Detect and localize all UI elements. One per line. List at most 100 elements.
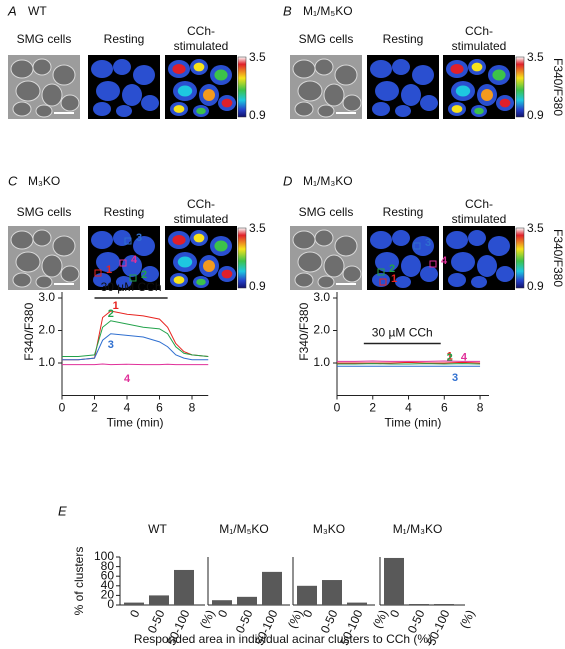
- x-tick-label: 2: [91, 401, 98, 415]
- cell-hot: [214, 240, 228, 252]
- unit-label: (%): [457, 608, 478, 631]
- cell-hot: [193, 62, 205, 72]
- cell: [10, 59, 34, 79]
- stimulus-label: 30 µM CCh: [101, 280, 162, 294]
- cell: [334, 64, 358, 86]
- trace-label: 4: [124, 373, 131, 385]
- colorbar: [515, 227, 525, 289]
- cell-hot: [172, 235, 186, 245]
- roi-label: 1: [106, 264, 112, 276]
- cell-hot: [214, 69, 228, 81]
- x-tick-label: 0: [127, 607, 143, 619]
- x-axis-label: Time (min): [385, 416, 442, 430]
- cell: [412, 236, 434, 256]
- image-caption: Resting: [383, 205, 424, 219]
- x-axis-label: Responded area in individual acinar clus…: [134, 632, 432, 646]
- colorbar-min: 0.9: [527, 108, 544, 122]
- trace: [337, 361, 481, 364]
- cell: [141, 95, 159, 111]
- roi: [429, 260, 437, 268]
- chart-title: M₃KO: [313, 522, 345, 536]
- fura-image: [88, 226, 160, 290]
- micrograph: [290, 226, 362, 290]
- y-tick-label: 2.0: [38, 323, 55, 337]
- trace-label: 2: [108, 308, 114, 320]
- cell: [113, 230, 131, 246]
- cell: [116, 276, 132, 288]
- y-tick-label: 2.0: [313, 323, 330, 337]
- bar: [124, 602, 144, 605]
- y-tick-label: 3.0: [313, 290, 330, 304]
- x-tick-label: 6: [441, 401, 448, 415]
- cell: [314, 229, 334, 247]
- image-caption: Resting: [383, 32, 424, 46]
- cell: [392, 59, 410, 75]
- cell: [323, 254, 345, 278]
- chart-title: M₁/M₅KO: [219, 522, 269, 536]
- cell: [420, 95, 438, 111]
- cell: [395, 105, 411, 117]
- y-axis-label: F340/F380: [22, 302, 36, 360]
- cell: [60, 94, 80, 112]
- cell: [292, 230, 316, 250]
- cell-hot: [193, 233, 205, 243]
- cell: [60, 265, 80, 283]
- cell: [412, 65, 434, 85]
- trace: [62, 363, 209, 366]
- cell: [471, 276, 487, 288]
- genotype: M₁/M₃KO: [303, 174, 353, 188]
- cell: [141, 266, 159, 282]
- cell: [52, 235, 76, 257]
- cell: [294, 272, 314, 288]
- cell: [91, 60, 113, 78]
- image-caption: stimulated: [452, 39, 507, 53]
- roi: [124, 237, 132, 245]
- bar: [174, 569, 194, 605]
- trace-label: 3: [452, 372, 458, 384]
- cell: [342, 265, 362, 283]
- cell-hot: [172, 64, 186, 74]
- x-tick-label: 8: [189, 401, 196, 415]
- cell: [133, 65, 155, 85]
- cell: [451, 252, 475, 272]
- cell: [372, 102, 390, 116]
- cell: [488, 236, 510, 256]
- trace-label: 4: [461, 351, 468, 363]
- cell: [317, 104, 335, 118]
- roi: [119, 259, 127, 267]
- roi: [129, 274, 137, 282]
- y-tick-label: 0: [107, 597, 114, 611]
- cell: [35, 104, 53, 118]
- cell: [370, 231, 392, 249]
- bar: [409, 604, 429, 605]
- image-caption: CCh-: [187, 197, 215, 211]
- trace-label: 1: [113, 300, 119, 312]
- cell-hot: [173, 276, 185, 284]
- fura-image: [443, 226, 515, 290]
- bar: [297, 585, 317, 605]
- image-caption: stimulated: [174, 212, 229, 226]
- y-tick-label: 20: [101, 588, 115, 602]
- x-tick-label: 6: [156, 401, 163, 415]
- x-tick-label: 0: [387, 607, 403, 619]
- panel-label: B: [283, 3, 292, 18]
- image-caption: CCh-: [187, 24, 215, 38]
- cell-hot: [471, 62, 483, 72]
- roi-label: 3: [425, 237, 431, 249]
- unit-label: (%): [197, 608, 218, 631]
- y-tick-label: 60: [101, 568, 115, 582]
- y-tick-label: 3.0: [38, 290, 55, 304]
- cell-hot: [450, 64, 464, 74]
- image-caption: SMG cells: [299, 205, 354, 219]
- micrograph: [8, 226, 80, 290]
- cell: [297, 80, 323, 102]
- cell: [32, 229, 52, 247]
- roi: [94, 269, 102, 277]
- cell: [401, 84, 421, 106]
- cell-hot: [451, 105, 463, 113]
- y-axis-label: F340/F380: [297, 302, 311, 360]
- cell-hot: [196, 278, 206, 286]
- image-caption: Resting: [104, 32, 145, 46]
- bar: [237, 596, 257, 605]
- colorbar-label: F340/F380: [551, 58, 565, 116]
